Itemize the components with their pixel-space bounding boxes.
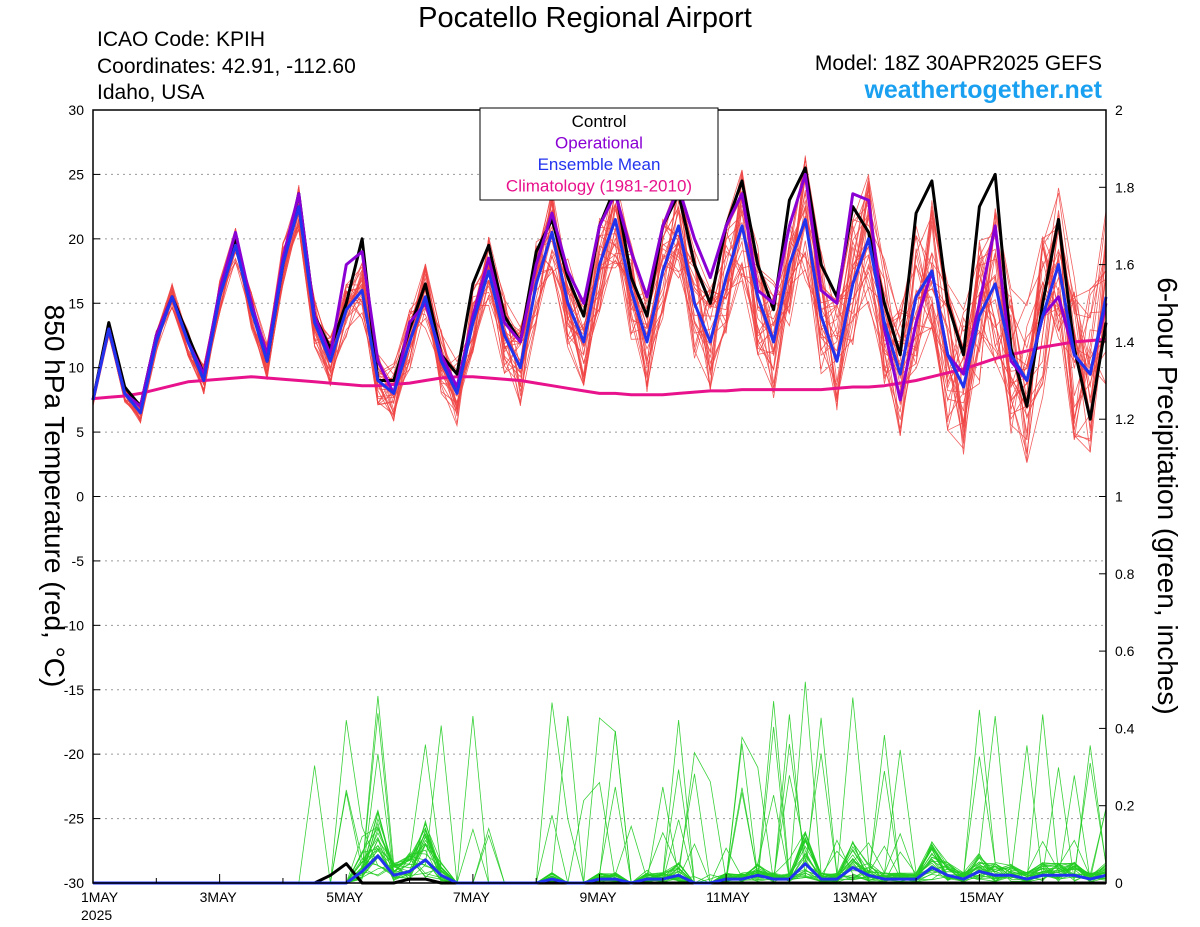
y2-tick-label: 1.6 — [1115, 257, 1135, 273]
y-axis-label: 850 hPa Temperature (red, °C) — [39, 305, 70, 688]
temperature-members — [92, 155, 1107, 463]
x-tick-label: 1MAY — [81, 889, 119, 905]
precip-member-line — [93, 743, 1107, 884]
precip-member-line — [93, 717, 1107, 884]
temperature-member-line — [92, 177, 1107, 429]
temperature-member-line — [92, 170, 1107, 453]
y2-tick-label: 0.8 — [1115, 566, 1135, 582]
legend-entry: Ensemble Mean — [538, 155, 661, 174]
legend: Control Operational Ensemble Mean Climatolo… — [479, 107, 719, 201]
date-axis: 1MAY 2025 3MAY 5MAY 7MAY 9MAY 11MAY 13MAY 15MAY — [81, 874, 1107, 923]
chart-title: Pocatello Regional Airport — [418, 2, 752, 34]
y2-axis-label: 6-hour Precipitation (green, inches) — [1152, 277, 1183, 714]
precip-member-line — [93, 716, 1107, 884]
y2-tick-label: 0.2 — [1115, 798, 1135, 814]
precip-member-line — [93, 745, 1107, 884]
y2-tick-label: 1 — [1115, 489, 1123, 505]
y-tick-label: -5 — [72, 553, 85, 569]
y-tick-label: 0 — [76, 489, 84, 505]
precip-member-line — [93, 751, 1107, 884]
x-tick-label: 13MAY — [833, 889, 879, 905]
x-tick-sublabel: 2025 — [81, 907, 112, 923]
y-tick-label: 10 — [68, 360, 84, 376]
precip-member-line — [93, 714, 1107, 884]
temperature-axis: 30 25 20 15 10 5 0 -5 -10 -15 -20 -25 -30 — [64, 102, 100, 891]
coordinates: Coordinates: 42.91, -112.60 — [97, 55, 356, 78]
y-tick-label: 5 — [76, 424, 84, 440]
icao-code: ICAO Code: KPIH — [97, 28, 266, 51]
region: Idaho, USA — [97, 81, 205, 104]
ensemble-mean-temperature-line — [91, 205, 1108, 415]
precip-member-line — [93, 715, 1107, 884]
precip-member-line — [93, 744, 1107, 884]
precip-member-line — [93, 701, 1107, 884]
precip-member-line — [93, 697, 1107, 884]
y2-tick-label: 0.4 — [1115, 720, 1135, 736]
temperature-member-line — [92, 180, 1107, 440]
precip-member-line — [93, 716, 1107, 884]
model-run: Model: 18Z 30APR2025 GEFS — [814, 52, 1102, 75]
y-tick-label: -10 — [64, 617, 84, 633]
x-tick-label: 3MAY — [200, 889, 238, 905]
y-tick-label: 15 — [68, 295, 84, 311]
temperature-member-line — [92, 200, 1107, 440]
site-link[interactable]: weathertogether.net — [864, 76, 1102, 104]
precip-member-line — [93, 725, 1107, 884]
x-tick-label: 15MAY — [959, 889, 1005, 905]
x-tick-label: 11MAY — [706, 889, 750, 905]
y-tick-label: -15 — [64, 682, 84, 698]
y-tick-label: 25 — [68, 166, 84, 182]
legend-box — [479, 107, 719, 201]
precip-member-line — [93, 709, 1107, 884]
x-tick-label: 9MAY — [580, 889, 618, 905]
y2-tick-label: 2 — [1115, 102, 1123, 118]
y-tick-label: 20 — [68, 231, 84, 247]
x-tick-label: 5MAY — [326, 889, 364, 905]
precip-members — [93, 681, 1107, 884]
legend-entry: Climatology (1981-2010) — [506, 177, 692, 196]
y2-tick-label: 0.6 — [1115, 643, 1135, 659]
y-tick-label: -25 — [64, 811, 84, 827]
precip-member-line — [93, 695, 1107, 884]
gridlines — [93, 173, 1106, 820]
precip-member-line — [93, 720, 1107, 884]
legend-entry: Operational — [555, 134, 643, 153]
precip-member-line — [93, 763, 1107, 884]
y2-tick-label: 1.2 — [1115, 411, 1135, 427]
legend-entry: Control — [572, 112, 627, 131]
y2-tick-label: 1.8 — [1115, 179, 1135, 195]
y-tick-label: 30 — [68, 102, 84, 118]
climatology-temperature-line — [92, 337, 1107, 401]
precip-member-line — [93, 745, 1107, 884]
temperature-member-line — [92, 174, 1107, 454]
x-tick-label: 7MAY — [453, 889, 491, 905]
y-tick-label: -30 — [64, 875, 84, 891]
precip-member-line — [93, 713, 1107, 884]
precip-axis: 2 1.8 1.6 1.4 1.2 1 0.8 0.6 0.4 0.2 0 — [1099, 102, 1135, 891]
y2-tick-label: 0 — [1115, 875, 1123, 891]
y-tick-label: -20 — [64, 746, 84, 762]
precip-member-line — [93, 726, 1107, 884]
y2-tick-label: 1.4 — [1115, 334, 1135, 350]
precip-member-line — [93, 702, 1107, 884]
